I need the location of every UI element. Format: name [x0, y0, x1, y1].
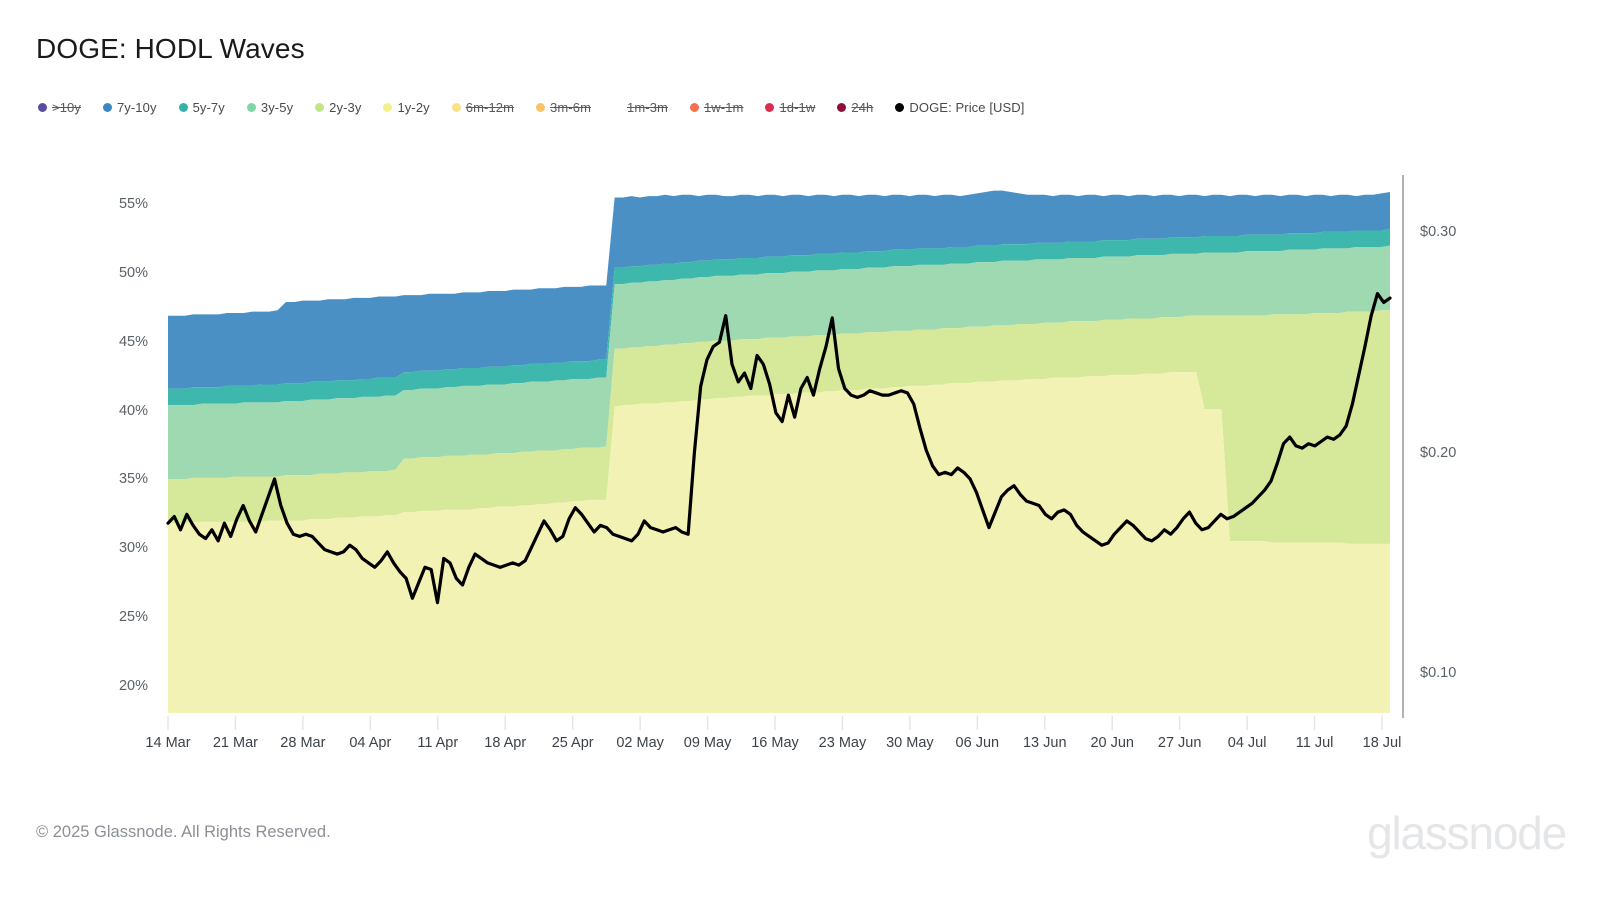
legend-item-label: 3y-5y — [260, 99, 294, 115]
legend-item-3y-5y[interactable]: 3y-5y — [246, 99, 294, 115]
glassnode-logo: glassnode — [1367, 807, 1567, 859]
area-band-5y-7y — [168, 229, 1390, 406]
legend-item-doge-price-usd[interactable]: DOGE: Price [USD] — [895, 100, 1024, 115]
legend-item-10y[interactable]: >10y — [38, 100, 81, 115]
y-axis-left-tick-label: 40% — [118, 402, 148, 419]
x-axis-tick-label: 21 Mar — [212, 735, 259, 751]
legend-item-label: 7y-10y — [116, 99, 157, 115]
legend-color-dot-icon — [38, 102, 47, 112]
x-axis-tick-label: 11 Jul — [1295, 735, 1334, 751]
legend-color-dot-icon — [451, 102, 461, 112]
legend-color-dot-icon — [837, 102, 847, 112]
y-axis-left-tick-label: 20% — [118, 677, 148, 694]
area-band-1y-2y — [168, 372, 1390, 713]
legend-item-2y-3y[interactable]: 2y-3y — [315, 100, 361, 115]
legend-item-3m-6m[interactable]: 3m-6m — [536, 100, 591, 115]
price-line-series — [166, 292, 1392, 605]
legend-item-label: >10y — [52, 99, 81, 115]
area-band-7y-10y — [168, 190, 1390, 389]
legend-color-dot-icon — [383, 102, 393, 112]
x-axis-tick-label: 18 Apr — [484, 735, 527, 751]
copyright-text: © 2025 Glassnode. All Rights Reserved. — [36, 823, 331, 841]
legend-item-1y-2y[interactable]: 1y-2y — [383, 99, 430, 115]
legend-item-1m-3m[interactable]: 1m-3m — [613, 100, 668, 115]
x-axis-tick-label: 13 Jun — [1022, 735, 1067, 751]
y-axis-left-tick-label: 25% — [118, 608, 148, 625]
legend-item-1d-1w[interactable]: 1d-1w — [765, 100, 815, 115]
glassnode-watermark: glassnode — [549, 367, 1052, 493]
x-axis-tick-label: 25 Apr — [551, 735, 594, 751]
area-band-3y-5y — [168, 245, 1390, 480]
x-axis-tick-label: 02 May — [616, 735, 664, 751]
legend-item-label: 1d-1w — [779, 99, 816, 115]
x-axis-tick-label: 14 Mar — [145, 735, 191, 751]
x-axis-tick-label: 18 Jul — [1362, 735, 1402, 751]
legend-item-label: 1w-1m — [703, 99, 744, 115]
x-axis-tick-label: 16 May — [751, 735, 799, 751]
y-axis-left-tick-label: 55% — [118, 196, 148, 213]
legend-color-dot-icon — [246, 102, 256, 112]
legend-color-dot-icon — [315, 102, 325, 112]
area-band-2y-3y — [168, 310, 1390, 544]
legend-item-1w-1m[interactable]: 1w-1m — [689, 99, 744, 115]
y-axis-right-tick-label: $0.10 — [1420, 665, 1457, 682]
legend-item-5y-7y[interactable]: 5y-7y — [178, 99, 225, 115]
x-axis-tick-label: 27 Jun — [1157, 735, 1202, 751]
legend-item-label: 5y-7y — [192, 99, 225, 115]
x-axis-tick-label: 04 Jul — [1227, 735, 1267, 751]
y-axis-right-tick-label: $0.30 — [1420, 223, 1457, 240]
x-axis-tick-label: 28 Mar — [280, 735, 326, 751]
legend-item-label: 2y-3y — [329, 99, 362, 115]
legend-item-label: DOGE: Price [USD] — [909, 99, 1025, 115]
x-axis-tick-label: 04 Apr — [349, 735, 392, 751]
legend-item-7y-10y[interactable]: 7y-10y — [102, 99, 157, 115]
legend-item-6m-12m[interactable]: 6m-12m — [451, 99, 515, 115]
y-axis-left-tick-label: 35% — [118, 471, 148, 488]
legend-color-dot-icon — [689, 102, 699, 112]
legend-color-dot-icon — [895, 102, 905, 112]
y-axis-left-tick-label: 45% — [118, 333, 148, 350]
legend-color-dot-icon — [178, 102, 188, 112]
y-axis-left-tick-label: 30% — [118, 540, 148, 557]
x-axis-tick-label: 20 Jun — [1090, 735, 1134, 751]
legend-item-label: 1m-3m — [627, 99, 668, 115]
y-axis-right-tick-label: $0.20 — [1420, 444, 1457, 461]
legend-color-dot-icon — [765, 102, 775, 112]
chart-legend[interactable]: >10y 7y-10y 5y-7y 3y-5y 2y-3y 1y-2y 6m-12m 3m-6… — [38, 98, 1047, 116]
x-axis-tick-label: 09 May — [683, 735, 732, 751]
legend-color-dot-icon — [536, 102, 546, 112]
page-title: DOGE: HODL Waves — [36, 33, 305, 64]
legend-item-label: 3m-6m — [550, 99, 591, 115]
x-axis-tick-label: 23 May — [818, 735, 867, 751]
legend-item-label: 6m-12m — [465, 99, 515, 115]
x-axis-tick-label: 11 Apr — [417, 735, 459, 751]
legend-color-dot-icon — [102, 102, 112, 112]
legend-item-24h[interactable]: 24h — [837, 100, 873, 115]
legend-item-label: 24h — [851, 99, 874, 115]
legend-item-label: 1y-2y — [397, 99, 430, 115]
x-axis-tick-label: 30 May — [886, 735, 934, 751]
y-axis-left-tick-label: 50% — [118, 265, 148, 282]
legend-color-dot-icon — [613, 103, 622, 112]
x-axis-tick-label: 06 Jun — [955, 735, 1000, 751]
